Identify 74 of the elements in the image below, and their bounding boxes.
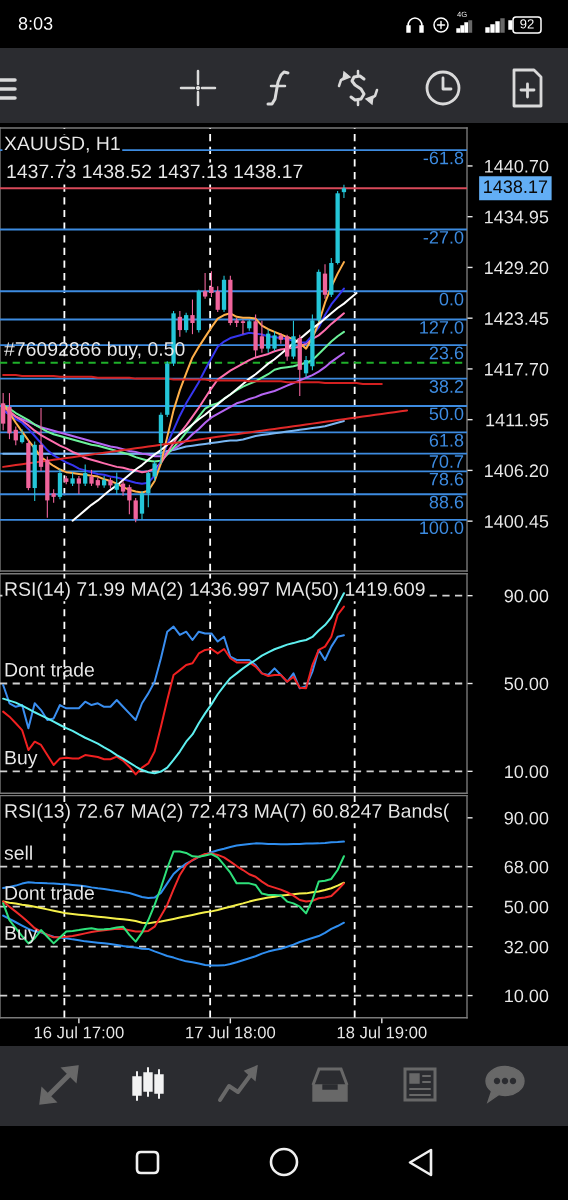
- line-series: [2, 914, 345, 967]
- y-tick-label: 1411.95: [486, 413, 549, 427]
- candlestick: [266, 329, 271, 353]
- text: 8:03: [18, 17, 53, 30]
- annotation: -27.0: [423, 230, 464, 244]
- y-tick-label: 10.00: [505, 989, 549, 1003]
- y-tick-label: 10.00: [505, 765, 549, 779]
- annotation: 0.0: [439, 292, 464, 306]
- candlestick: [184, 312, 189, 333]
- line-series: [2, 840, 345, 900]
- y-tick-label: 1400.45: [485, 515, 549, 528]
- ref-line-label: sell: [4, 845, 32, 860]
- candlestick: [146, 471, 151, 508]
- candlestick: [76, 476, 82, 494]
- y-tick-label: 1423.45: [485, 312, 549, 325]
- candlestick: [322, 264, 328, 299]
- candlestick: [83, 464, 88, 486]
- line-series: [2, 625, 345, 730]
- candlestick: [152, 461, 157, 481]
- chart-title: RSI(13) 72.67 MA(2) 72.473 MA(7) 60.8247 Bands(: [5, 803, 450, 822]
- candlestick: [259, 320, 265, 353]
- ref-line-label: Dont trade: [5, 662, 94, 677]
- line-series: [2, 881, 345, 925]
- ref-line-label: 1438.17: [484, 180, 548, 194]
- candlestick: [240, 319, 246, 335]
- candlestick: [303, 356, 309, 378]
- line-series: [2, 409, 409, 468]
- candlestick: [272, 331, 277, 351]
- annotation: -61.8: [423, 151, 464, 165]
- candlestick: [57, 468, 63, 500]
- text: 1437.73 1438.52 1437.13 1438.17: [7, 164, 303, 179]
- y-tick-label: 1429.20: [485, 261, 549, 275]
- x-tick-label: 17 Jul 18:00: [186, 1026, 276, 1039]
- candlestick: [341, 184, 347, 198]
- ref-line-label: Dont trade: [5, 885, 94, 900]
- candlestick: [285, 334, 290, 361]
- x-tick-label: 16 Jul 17:00: [34, 1026, 124, 1039]
- annotation: 78.6: [429, 472, 464, 486]
- annotation: 23.6: [429, 346, 464, 360]
- candlestick: [291, 320, 296, 359]
- chart-title: RSI(14) 71.99 MA(2) 1436.997 MA(50) 1419.609: [5, 581, 425, 600]
- candlestick: [190, 299, 195, 335]
- y-tick-label: 1417.70: [485, 362, 549, 376]
- annotation: 50.0: [429, 407, 464, 421]
- candlestick: [19, 429, 25, 444]
- x-tick-label: 18 Jul 19:00: [337, 1026, 427, 1039]
- ref-line-label: Buy: [5, 750, 38, 769]
- candlestick: [177, 311, 182, 337]
- candlestick: [127, 484, 132, 515]
- text: 92: [520, 19, 534, 29]
- candlestick: [133, 498, 138, 523]
- annotation: 127.0: [420, 320, 464, 334]
- annotation: 70.7: [429, 455, 464, 468]
- y-tick-label: 50.00: [504, 677, 549, 691]
- candlestick: [139, 491, 145, 520]
- y-tick-label: 1440.70: [485, 159, 549, 173]
- candlestick: [38, 408, 44, 471]
- y-tick-label: 1406.20: [485, 464, 549, 478]
- y-tick-label: 68.00: [504, 860, 549, 874]
- y-tick-label: 90.00: [504, 589, 549, 603]
- candlestick: [215, 286, 220, 313]
- line-series: [2, 374, 383, 385]
- y-tick-label: 1434.95: [485, 210, 549, 224]
- candlestick: [202, 273, 208, 299]
- annotation: 38.2: [429, 380, 464, 393]
- annotation: 61.8: [429, 433, 464, 447]
- annotation: 100.0: [420, 521, 464, 535]
- candlestick: [1, 393, 6, 431]
- candlestick: [120, 481, 126, 496]
- y-tick-label: 32.00: [504, 940, 549, 954]
- y-tick-label: 90.00: [504, 811, 549, 825]
- annotation: 88.6: [429, 495, 464, 509]
- y-tick-label: 50.00: [504, 900, 549, 914]
- chart-title: XAUUSD, H1: [4, 136, 120, 153]
